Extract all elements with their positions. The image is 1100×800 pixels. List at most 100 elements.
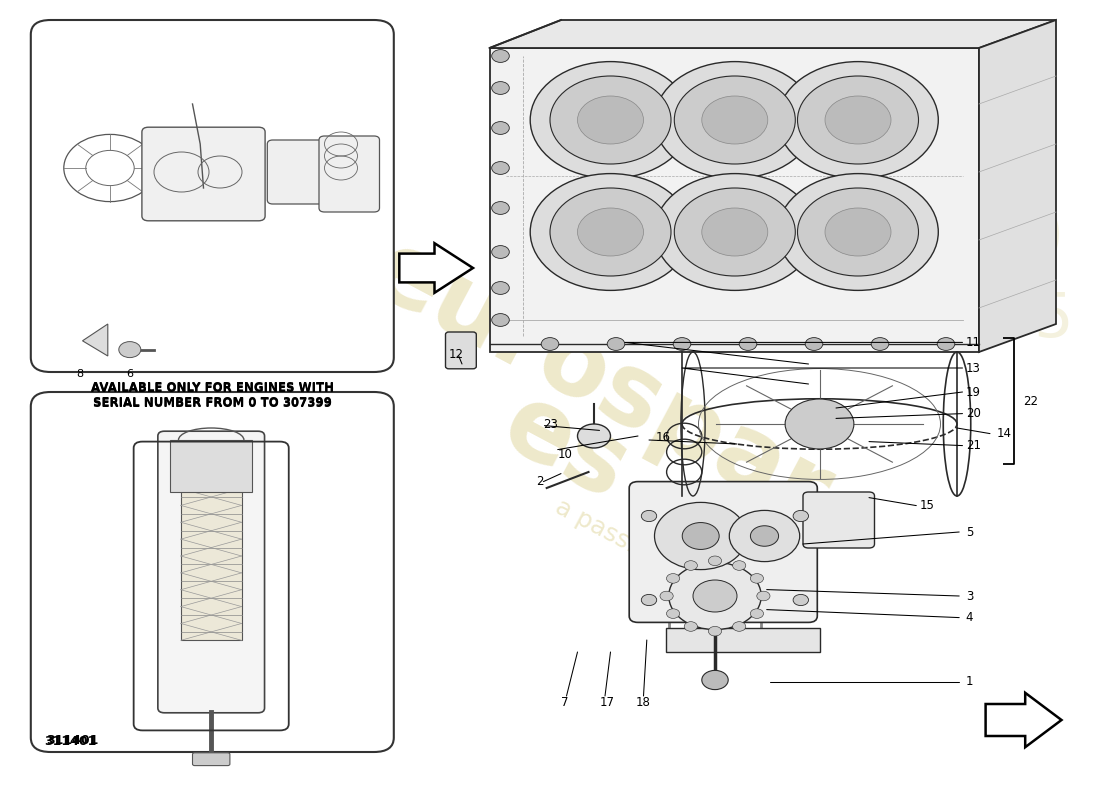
Text: 16: 16 <box>656 431 671 444</box>
Circle shape <box>492 314 509 326</box>
Circle shape <box>798 188 918 276</box>
Text: a passion for parts: a passion for parts <box>551 494 769 626</box>
Circle shape <box>654 62 815 178</box>
Text: 13: 13 <box>966 362 981 374</box>
Text: eurospar
es: eurospar es <box>320 222 846 610</box>
Text: S: S <box>943 136 1072 312</box>
Text: 23: 23 <box>543 418 559 430</box>
Text: 12: 12 <box>449 348 464 361</box>
Bar <box>169 440 252 492</box>
Circle shape <box>739 338 757 350</box>
Circle shape <box>684 622 697 631</box>
Circle shape <box>492 246 509 258</box>
Text: 19: 19 <box>966 386 981 398</box>
FancyBboxPatch shape <box>446 332 476 369</box>
Circle shape <box>578 96 644 144</box>
Circle shape <box>750 526 779 546</box>
Circle shape <box>492 162 509 174</box>
Circle shape <box>641 510 657 522</box>
Circle shape <box>641 594 657 606</box>
Text: 5: 5 <box>966 526 974 538</box>
Circle shape <box>702 96 768 144</box>
Text: 5: 5 <box>1033 290 1072 350</box>
Bar <box>180 472 242 640</box>
Circle shape <box>492 282 509 294</box>
Circle shape <box>729 510 800 562</box>
Circle shape <box>708 626 722 636</box>
Circle shape <box>541 338 559 350</box>
Circle shape <box>825 96 891 144</box>
Circle shape <box>733 622 746 631</box>
Text: 1: 1 <box>966 675 974 688</box>
Circle shape <box>654 174 815 290</box>
Circle shape <box>805 338 823 350</box>
Polygon shape <box>986 693 1062 747</box>
Circle shape <box>937 338 955 350</box>
Circle shape <box>667 574 680 583</box>
FancyBboxPatch shape <box>142 127 265 221</box>
Circle shape <box>733 561 746 570</box>
Text: 20: 20 <box>966 407 981 420</box>
Polygon shape <box>82 324 108 356</box>
Circle shape <box>778 174 938 290</box>
Polygon shape <box>666 628 820 652</box>
Text: 21: 21 <box>966 439 981 452</box>
Circle shape <box>702 670 728 690</box>
Circle shape <box>673 338 691 350</box>
Circle shape <box>682 522 719 550</box>
Text: 3: 3 <box>966 590 974 602</box>
Circle shape <box>871 338 889 350</box>
Circle shape <box>550 188 671 276</box>
Circle shape <box>119 342 141 358</box>
Circle shape <box>578 424 610 448</box>
Circle shape <box>798 76 918 164</box>
Circle shape <box>825 208 891 256</box>
Circle shape <box>669 562 761 630</box>
Circle shape <box>750 609 763 618</box>
Circle shape <box>492 122 509 134</box>
Circle shape <box>550 76 671 164</box>
FancyBboxPatch shape <box>31 392 394 752</box>
FancyBboxPatch shape <box>158 431 265 713</box>
Circle shape <box>674 76 795 164</box>
Text: 14: 14 <box>997 427 1012 440</box>
Text: 4: 4 <box>966 611 974 624</box>
Text: 22: 22 <box>1023 395 1038 408</box>
Text: 18: 18 <box>636 696 651 709</box>
Text: 17: 17 <box>600 696 615 709</box>
Circle shape <box>708 556 722 566</box>
Circle shape <box>530 174 691 290</box>
FancyBboxPatch shape <box>31 20 394 372</box>
Polygon shape <box>399 243 473 293</box>
Circle shape <box>693 580 737 612</box>
Circle shape <box>667 609 680 618</box>
Circle shape <box>578 208 644 256</box>
FancyBboxPatch shape <box>629 482 817 622</box>
Circle shape <box>654 502 747 570</box>
Text: AVAILABLE ONLY FOR ENGINES WITH
SERIAL NUMBER FROM 0 TO 307399: AVAILABLE ONLY FOR ENGINES WITH SERIAL N… <box>91 382 333 410</box>
Circle shape <box>492 202 509 214</box>
Polygon shape <box>979 20 1056 352</box>
Circle shape <box>607 338 625 350</box>
Text: 15: 15 <box>920 499 935 512</box>
Text: 7: 7 <box>561 696 569 709</box>
Circle shape <box>684 561 697 570</box>
Circle shape <box>785 399 854 449</box>
Text: 10: 10 <box>558 448 573 461</box>
Text: 2: 2 <box>536 475 543 488</box>
Text: 8: 8 <box>77 369 84 378</box>
Circle shape <box>757 591 770 601</box>
FancyBboxPatch shape <box>319 136 380 212</box>
Text: 311401: 311401 <box>44 735 97 748</box>
Circle shape <box>660 591 673 601</box>
Circle shape <box>778 62 938 178</box>
Text: 6: 6 <box>126 369 133 378</box>
Text: AVAILABLE ONLY FOR ENGINES WITH
SERIAL NUMBER FROM 0 TO 307399: AVAILABLE ONLY FOR ENGINES WITH SERIAL N… <box>91 381 333 409</box>
FancyBboxPatch shape <box>267 140 328 204</box>
Circle shape <box>492 82 509 94</box>
Polygon shape <box>490 20 1056 48</box>
Circle shape <box>492 50 509 62</box>
Circle shape <box>702 208 768 256</box>
Text: 311401: 311401 <box>46 734 99 746</box>
Circle shape <box>530 62 691 178</box>
